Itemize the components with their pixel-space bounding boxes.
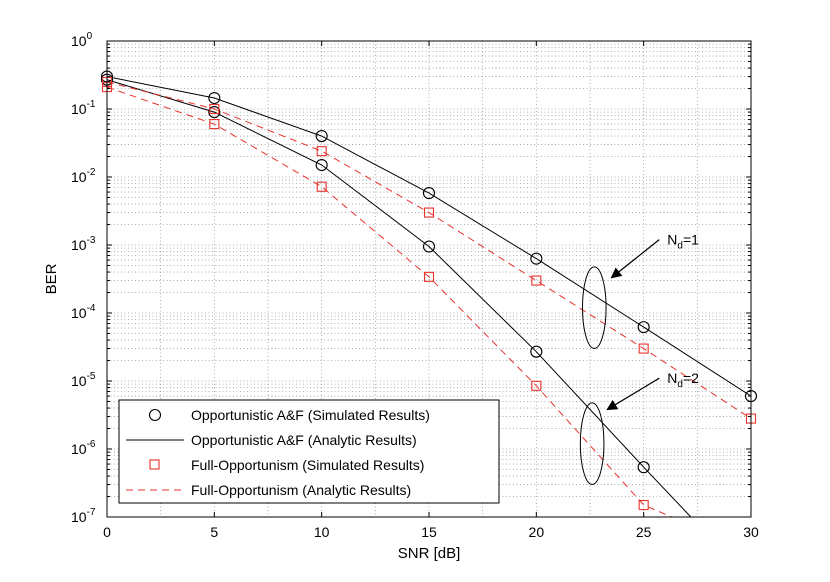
y-tick-label: 10-2 [71, 167, 96, 185]
x-axis-label: SNR [dB] [398, 545, 461, 562]
data-point-square [638, 343, 649, 354]
legend-circle-marker [148, 408, 162, 422]
x-tick-label: 0 [103, 524, 111, 540]
data-point-circle [530, 345, 543, 358]
data-point-circle [637, 461, 650, 474]
ellipse-nd2 [579, 402, 605, 485]
x-tick-label: 25 [636, 524, 652, 540]
legend-entry-ana-af: Opportunistic A&F (Analytic Results) [126, 432, 417, 448]
y-tick-label: 10-1 [71, 99, 96, 117]
x-tick-label: 30 [743, 524, 759, 540]
data-point-square [209, 119, 220, 130]
analytic-dashed-line [107, 81, 751, 420]
y-tick-label: 10-7 [71, 507, 96, 525]
arrow-nd1 [610, 239, 660, 279]
y-tick-label: 10-5 [71, 371, 96, 389]
series-layer [107, 76, 751, 517]
x-tick-label: 10 [314, 524, 330, 540]
legend-entry-ana-fo: Full-Opportunism (Analytic Results) [126, 482, 411, 498]
data-point-square [423, 271, 435, 282]
data-point-square [638, 499, 649, 511]
data-point-square [531, 275, 542, 286]
data-point-circle [208, 106, 221, 119]
analytic-solid-line [107, 76, 751, 397]
legend-label-sim-fo: Full-Opportunism (Simulated Results) [191, 457, 424, 473]
analytic-dashed-line [107, 86, 672, 517]
analytic-solid-line [107, 79, 692, 517]
grid [107, 41, 751, 517]
legend: Opportunistic A&F (Simulated Results) Op… [118, 399, 500, 504]
x-tick-label: 15 [421, 524, 437, 540]
data-point-circle [530, 252, 543, 265]
tick-layer: 0 5 10 15 20 25 30 100 10-1 10-2 10-3 10-4 10-5 10-6 1… [71, 31, 759, 540]
annotation-layer: Nd=1 Nd=2 [579, 232, 699, 485]
marker-layer [100, 70, 758, 511]
data-point-square [209, 103, 220, 115]
legend-square-marker [149, 459, 160, 470]
data-point-circle [315, 158, 328, 172]
x-tick-label: 5 [210, 524, 218, 540]
data-point-circle [208, 91, 221, 105]
data-point-circle [422, 240, 436, 253]
data-point-square [423, 207, 435, 218]
y-tick-label: 100 [71, 31, 93, 49]
data-point-circle [315, 130, 328, 143]
y-tick-label: 10-4 [71, 303, 96, 321]
legend-box [118, 399, 500, 504]
data-point-circle [422, 187, 436, 200]
legend-label-ana-fo: Full-Opportunism (Analytic Results) [191, 482, 411, 498]
ellipse-nd1 [581, 266, 607, 349]
label-nd2: Nd=2 [667, 370, 699, 390]
y-tick-label: 10-6 [71, 439, 96, 457]
x-tick-label: 20 [529, 524, 545, 540]
y-axis-label: BER [43, 263, 60, 294]
data-point-circle [637, 321, 650, 334]
legend-entry-sim-fo: Full-Opportunism (Simulated Results) [149, 457, 424, 473]
data-point-square [316, 181, 327, 192]
label-nd1: Nd=1 [667, 232, 699, 252]
data-point-square [316, 146, 327, 157]
legend-label-sim-af: Opportunistic A&F (Simulated Results) [191, 407, 430, 423]
data-point-square [531, 380, 542, 391]
legend-label-ana-af: Opportunistic A&F (Analytic Results) [191, 432, 417, 448]
y-tick-label: 10-3 [71, 235, 96, 253]
arrow-nd2 [606, 377, 660, 411]
legend-entry-sim-af: Opportunistic A&F (Simulated Results) [148, 407, 430, 423]
